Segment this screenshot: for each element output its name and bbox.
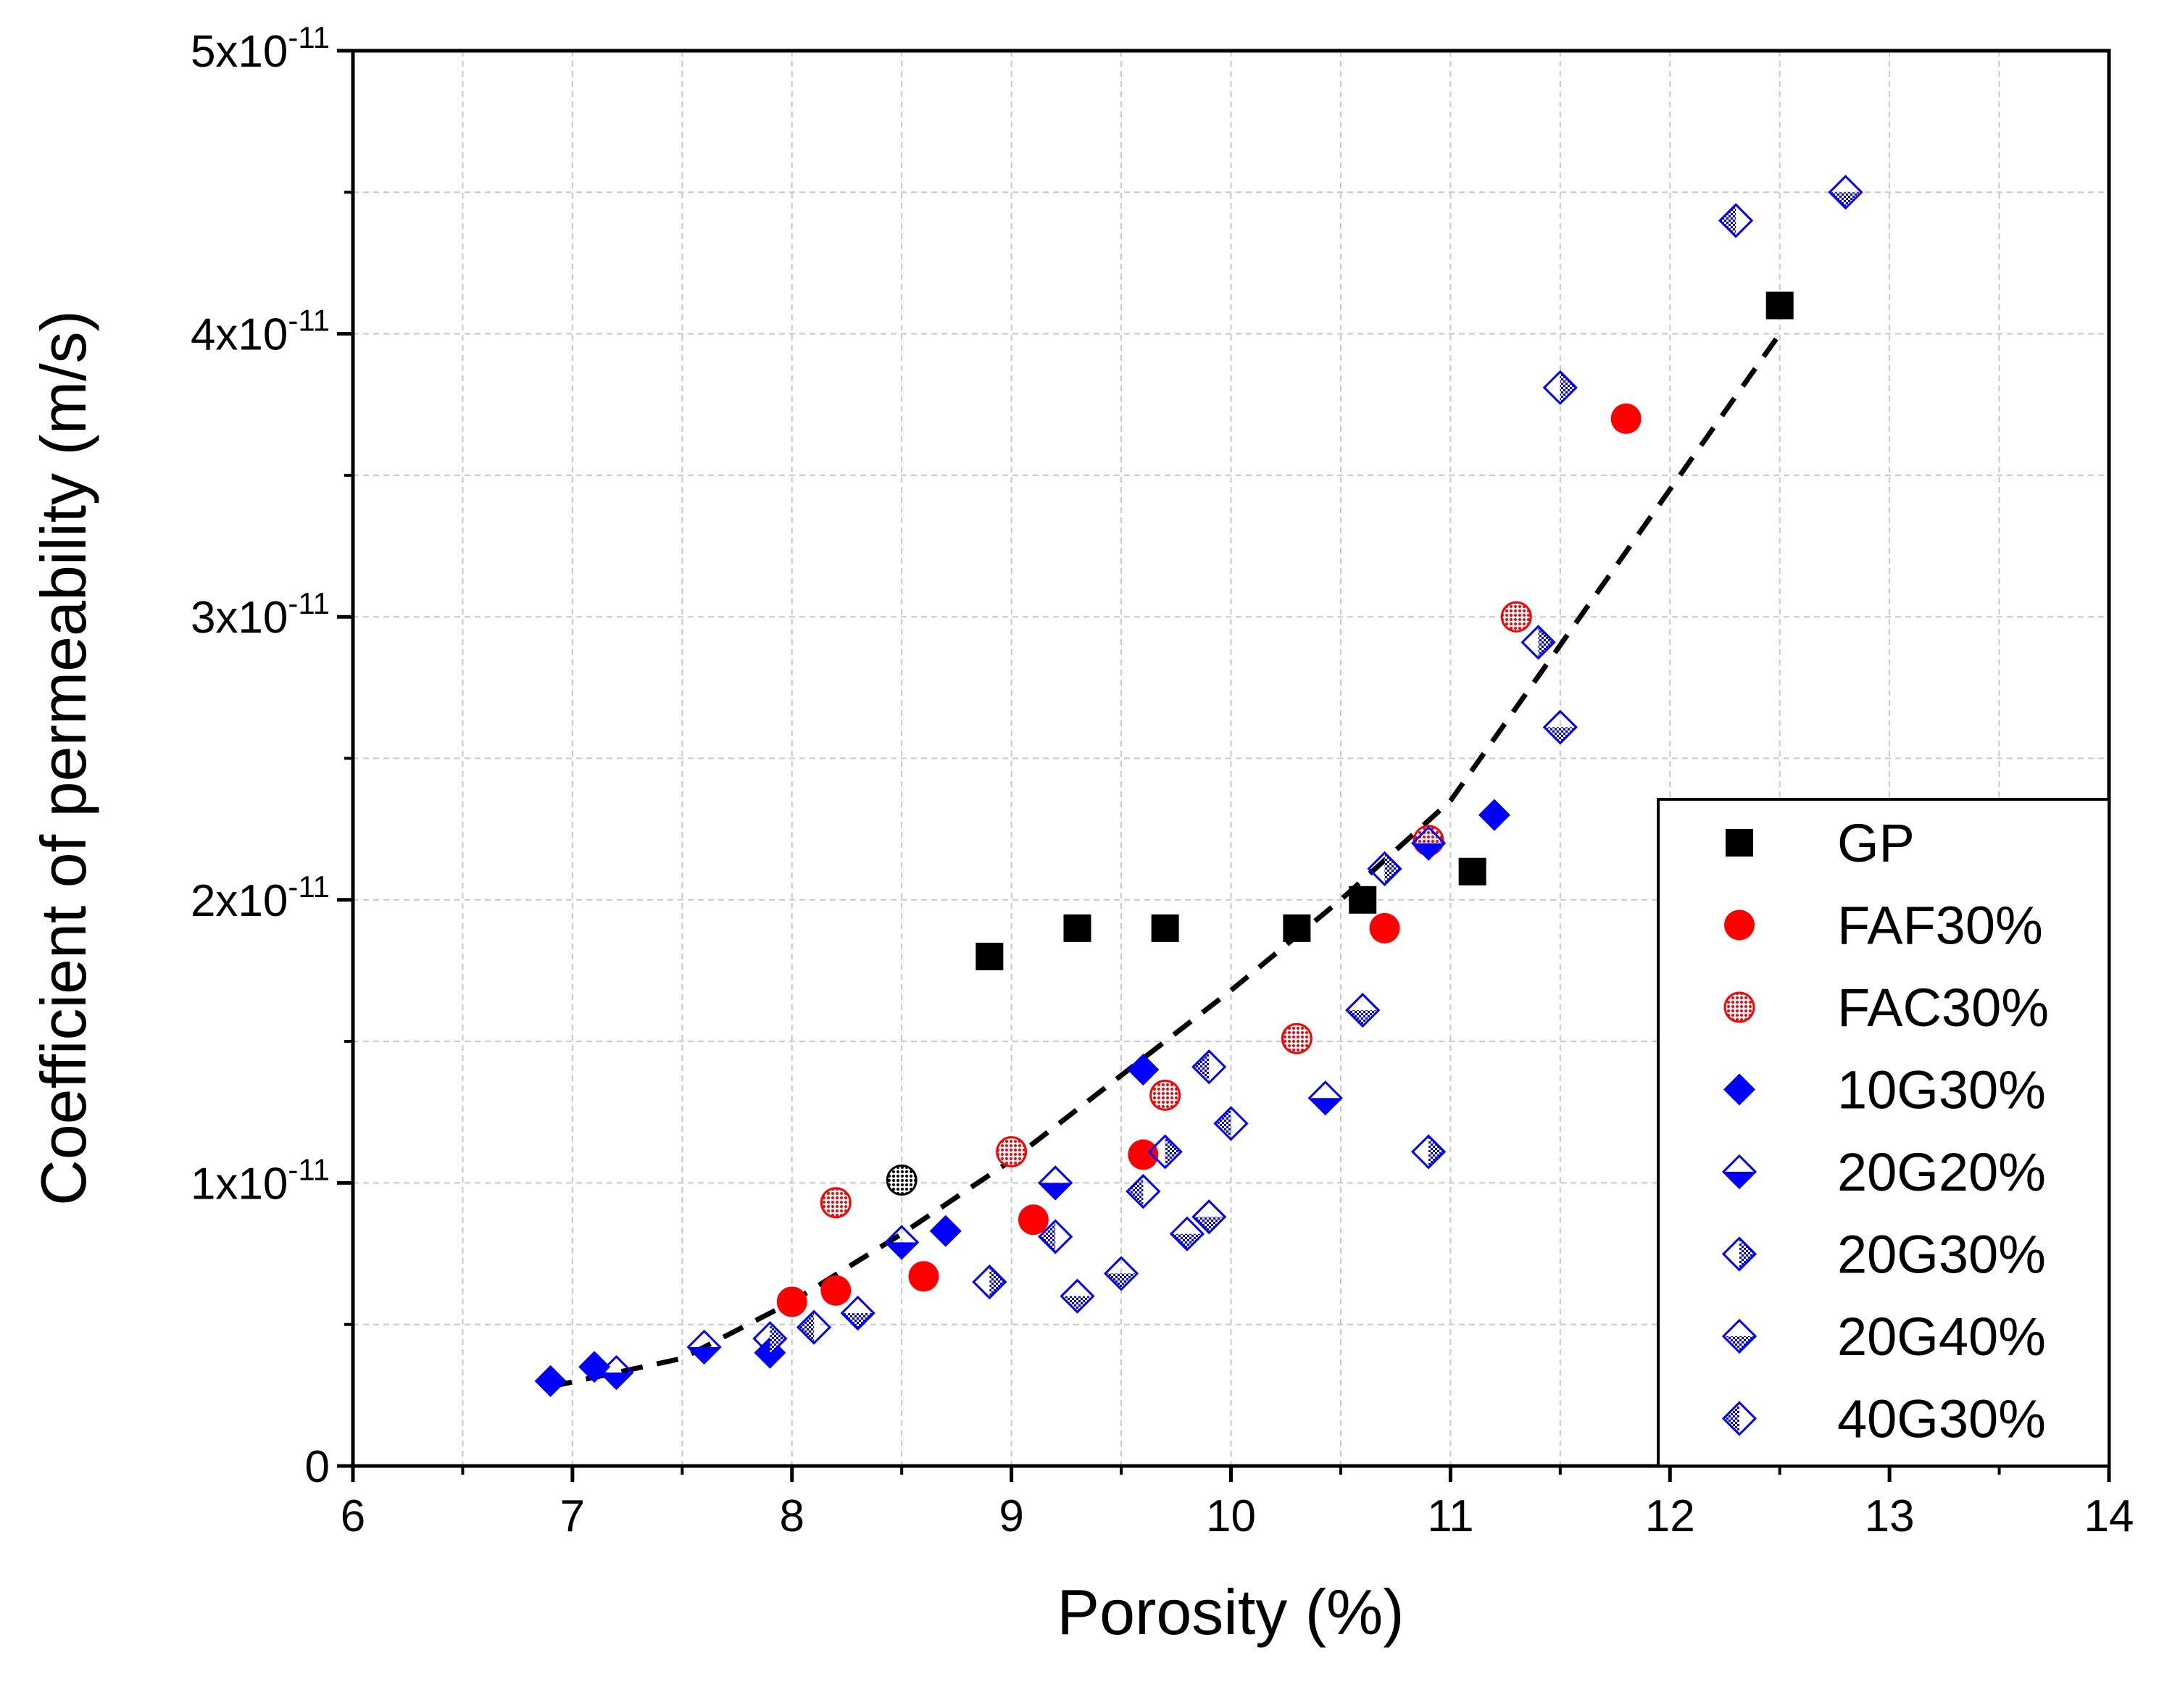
- legend-item: GP: [1726, 813, 1915, 873]
- data-point: [1367, 851, 1402, 886]
- legend: GP FAF30% FAC30% 10G30% 20G20% 20G30% 20G40% 40…: [1657, 798, 2110, 1467]
- axes: 6 7 8 9 10 11 12 13 14 0 1x10-11 2x10-11 3x10-11 4x10…: [191, 20, 2134, 1541]
- trendline-layer: [549, 332, 1782, 1390]
- x-tick-label: 13: [1865, 1491, 1915, 1541]
- legend-marker: [1723, 991, 1755, 1023]
- legend-marker: [1721, 1401, 1757, 1436]
- data-point: [1038, 1219, 1073, 1254]
- data-point: [1410, 825, 1447, 861]
- legend-label: 20G30%: [1837, 1225, 2046, 1285]
- data-point: [776, 1286, 807, 1317]
- data-point: [820, 1275, 852, 1306]
- data-point: [1281, 1022, 1313, 1054]
- legend-item: 10G30%: [1723, 1060, 2046, 1120]
- data-point: [1500, 601, 1532, 633]
- data-point: [1307, 1080, 1343, 1116]
- data-point: [1718, 203, 1754, 238]
- y-tick-label: 1x10-11: [191, 1152, 330, 1209]
- data-point: [1103, 1256, 1139, 1291]
- x-tick-label: 9: [999, 1491, 1023, 1541]
- x-tick-label: 7: [560, 1491, 585, 1541]
- legend-label: GP: [1837, 813, 1915, 873]
- legend-item: 20G20%: [1721, 1142, 2046, 1202]
- x-tick-label: 10: [1206, 1491, 1256, 1541]
- legend-label: FAC30%: [1837, 978, 2049, 1038]
- data-point: [996, 1136, 1028, 1167]
- data-point: [975, 942, 1004, 970]
- legend-item: 20G40%: [1721, 1307, 2046, 1367]
- data-point: [1038, 1165, 1073, 1201]
- data-point: [1458, 857, 1486, 886]
- y-tick-label: 2x10-11: [191, 870, 330, 926]
- legend-box: [1657, 798, 2110, 1467]
- x-axis-label: Porosity (%): [1057, 1576, 1404, 1648]
- x-tick-label: 8: [780, 1491, 804, 1541]
- legend-item: 20G30%: [1721, 1225, 2046, 1285]
- data-point: [1521, 625, 1556, 660]
- data-point: [534, 1365, 567, 1397]
- x-tick-label: 14: [2084, 1491, 2134, 1541]
- legend-marker: [1721, 1236, 1757, 1272]
- data-point: [1765, 291, 1794, 320]
- data-point: [752, 1321, 788, 1357]
- y-axis-label: Coefficient of permeability (m/s): [28, 310, 99, 1206]
- data-point: [1018, 1204, 1049, 1236]
- legend-label: 10G30%: [1837, 1060, 2046, 1120]
- data-point: [908, 1261, 939, 1292]
- data-point: [1060, 1278, 1095, 1314]
- data-point: [1542, 709, 1578, 745]
- data-point: [1191, 1199, 1227, 1235]
- y-tick-label: 4x10-11: [191, 304, 330, 360]
- data-point: [1191, 1049, 1227, 1085]
- legend-label: 20G20%: [1837, 1142, 2046, 1202]
- data-point: [884, 1225, 920, 1260]
- data-point: [1478, 799, 1510, 831]
- legend-marker: [1724, 909, 1755, 941]
- data-point: [1345, 993, 1381, 1028]
- data-point: [1147, 1134, 1183, 1170]
- data-point: [1127, 1054, 1160, 1086]
- data-point: [1213, 1106, 1249, 1141]
- legend-label: FAF30%: [1837, 896, 2043, 956]
- x-tick-label: 11: [1427, 1491, 1473, 1541]
- data-point: [1828, 175, 1863, 210]
- legend-marker: [1726, 829, 1753, 857]
- legend-item: FAC30%: [1723, 978, 2049, 1038]
- data-point: [1128, 1139, 1159, 1170]
- y-tick-label: 3x10-11: [191, 586, 330, 643]
- y-tick-label: 0: [305, 1442, 330, 1492]
- legend-label: 20G40%: [1837, 1307, 2046, 1367]
- data-point: [796, 1309, 832, 1345]
- x-tick-label: 6: [341, 1491, 365, 1541]
- data-point: [1542, 370, 1578, 405]
- data-point: [1349, 886, 1377, 914]
- data-point: [599, 1354, 634, 1391]
- legend-marker: [1721, 1318, 1757, 1354]
- x-tick-label: 12: [1645, 1491, 1695, 1541]
- data-points: [534, 175, 1863, 1397]
- data-point: [1169, 1216, 1205, 1251]
- data-point: [840, 1295, 875, 1331]
- legend-item: FAF30%: [1724, 896, 2043, 956]
- data-point: [886, 1164, 918, 1196]
- data-point: [972, 1264, 1007, 1300]
- data-point: [929, 1215, 962, 1247]
- data-point: [1126, 1173, 1161, 1209]
- data-point: [820, 1187, 852, 1219]
- data-point: [1610, 403, 1642, 434]
- y-tick-label: 5x10-11: [191, 20, 330, 77]
- data-point: [1410, 1134, 1447, 1170]
- legend-marker: [1723, 1073, 1755, 1106]
- data-point: [1369, 912, 1400, 943]
- data-point: [1063, 914, 1091, 942]
- data-point: [1151, 914, 1179, 942]
- data-point: [1283, 914, 1311, 942]
- data-point: [1149, 1079, 1181, 1111]
- legend-label: 40G30%: [1837, 1389, 2046, 1449]
- legend-item: 40G30%: [1721, 1389, 2046, 1449]
- legend-marker: [1721, 1154, 1757, 1190]
- trendline: [549, 332, 1782, 1390]
- data-point: [686, 1329, 722, 1365]
